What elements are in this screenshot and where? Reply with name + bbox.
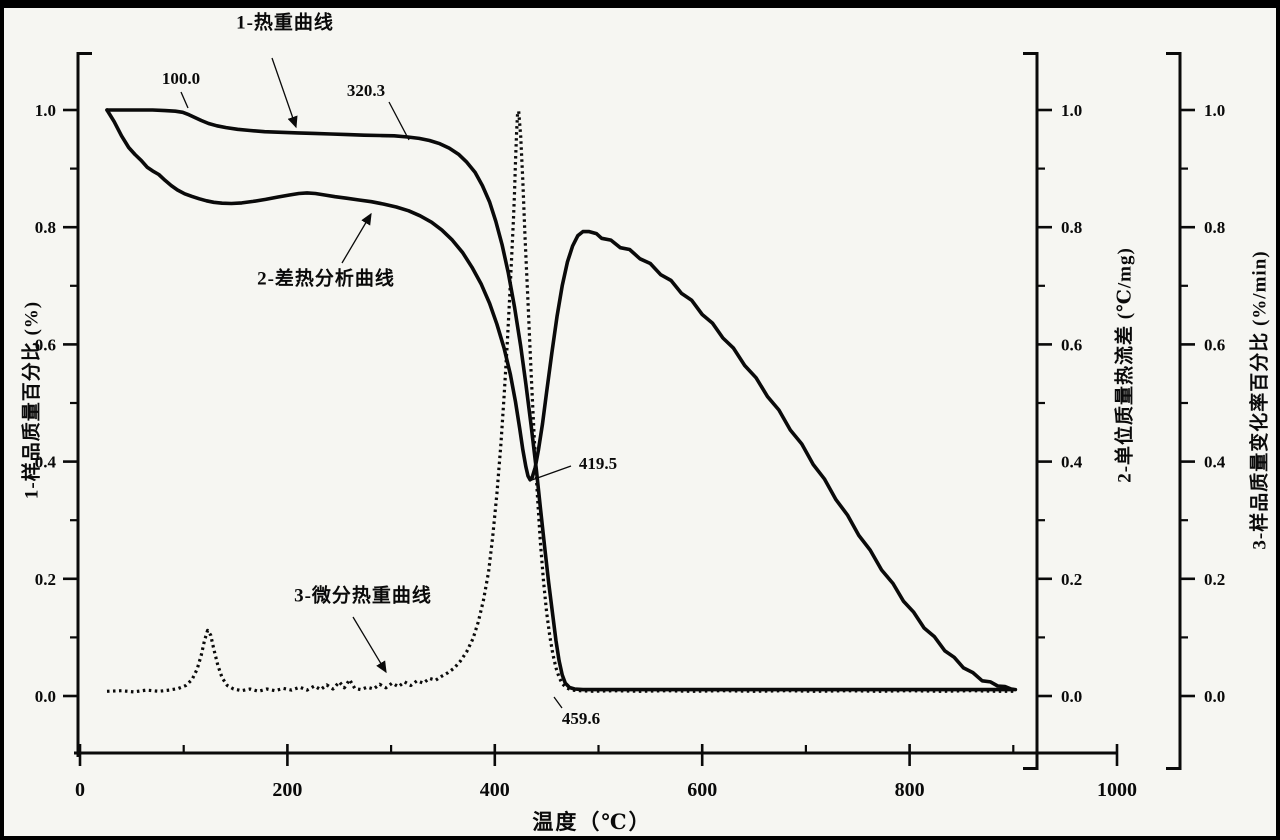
curve1-tg-label: 1-热重曲线 [236, 12, 334, 34]
x-tick-label: 400 [480, 779, 510, 801]
curve2-dta-label: 2-差热分析曲线 [257, 268, 395, 290]
annotation-419-5: 419.5 [578, 454, 618, 473]
y1-tick-label: 0.4 [35, 453, 57, 472]
annotation-320-3: 320.3 [346, 81, 386, 100]
y1-tick-label: 0.2 [35, 570, 56, 589]
y3-tick-label: 0.8 [1204, 218, 1225, 237]
y2-tick-label: 0.8 [1061, 218, 1082, 237]
y2-tick-label: 0.2 [1061, 570, 1082, 589]
y2-tick-label: 1.0 [1061, 101, 1082, 120]
annotation-100-0: 100.0 [161, 69, 201, 88]
annotation-leader-0 [180, 91, 189, 109]
x-axis-title: 温度（℃） [532, 810, 652, 834]
annotation-leader-3 [553, 696, 563, 709]
y1-tick-label: 0.6 [35, 335, 56, 354]
annotation-leader-2 [528, 465, 572, 482]
y3-tick-label: 0.2 [1204, 570, 1225, 589]
curve3-dtg-label: 3-微分热重曲线 [294, 585, 432, 607]
x-tick-label: 600 [687, 779, 717, 801]
annotation-leader-1 [388, 101, 410, 141]
series-2-curve [105, 108, 1018, 692]
annotation-459-6: 459.6 [561, 709, 601, 728]
annotation-arrow-4 [271, 57, 298, 129]
y2-tick-label: 0.0 [1061, 687, 1082, 706]
y3-axis-title: 3-样品质量变化率百分比 (%/min) [1249, 250, 1271, 550]
series-1-curve [105, 108, 1016, 692]
x-tick-label: 800 [895, 779, 925, 801]
y1-tick-label: 0.0 [35, 687, 56, 706]
y1-tick-label: 1.0 [35, 101, 56, 120]
y2-tick-label: 0.6 [1061, 335, 1082, 354]
x-tick-label: 200 [272, 779, 302, 801]
y3-tick-label: 0.0 [1204, 687, 1225, 706]
y1-tick-label: 0.8 [35, 218, 56, 237]
y3-tick-label: 0.4 [1204, 453, 1226, 472]
y3-tick-label: 0.6 [1204, 335, 1225, 354]
x-tick-label: 1000 [1097, 779, 1137, 801]
series-3-curve [106, 109, 1014, 694]
y3-tick-label: 1.0 [1204, 101, 1225, 120]
annotation-arrow-6 [352, 616, 387, 674]
annotation-arrow-5 [341, 212, 372, 264]
y1-axis-title: 1-样品质量百分比 (%) [21, 300, 43, 500]
x-tick-label: 0 [75, 779, 85, 801]
y2-axis-title: 2-单位质量热流差 (℃/mg) [1114, 247, 1136, 483]
y2-tick-label: 0.4 [1061, 453, 1083, 472]
